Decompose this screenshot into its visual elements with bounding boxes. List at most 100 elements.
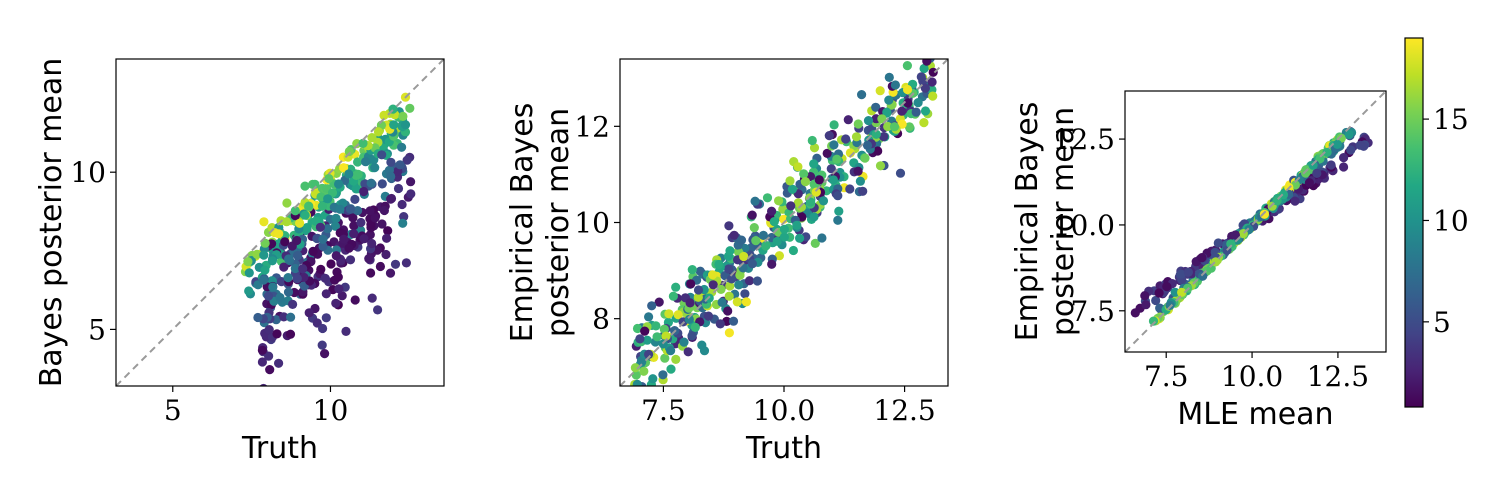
scatter-point (267, 256, 277, 266)
scatter-point (697, 340, 707, 350)
scatter-point (259, 250, 269, 260)
scatter-point (767, 206, 777, 216)
scatter-point (695, 266, 705, 276)
scatter-point (727, 274, 737, 284)
scatter-point (751, 236, 761, 246)
scatter-point (927, 44, 936, 53)
scatter-point (884, 95, 894, 105)
scatter-point (693, 285, 704, 295)
scatter-point (724, 264, 734, 274)
scatter-point (365, 206, 375, 216)
scatter-point (761, 241, 771, 251)
scatter-point (282, 198, 292, 208)
scatter-point (398, 111, 408, 121)
y-tick-label: 5 (88, 313, 106, 346)
scatter-point (1230, 230, 1240, 240)
scatter-point (877, 114, 887, 124)
scatter-point (747, 210, 757, 220)
scatter-point (252, 249, 262, 259)
scatter-point (769, 217, 779, 227)
scatter-point (684, 314, 694, 324)
scatter-point (333, 272, 343, 282)
scatter-point (884, 72, 894, 82)
scatter-point (304, 201, 314, 211)
scatter-point (1177, 287, 1187, 297)
scatter-point (800, 177, 811, 187)
scatter-point (714, 259, 724, 270)
scatter-point (631, 370, 641, 380)
scatter-point (244, 286, 254, 296)
scatter-point (644, 349, 654, 359)
scatter-point (367, 293, 377, 303)
scatter-point (317, 201, 327, 211)
scatter-point (373, 127, 384, 137)
scatter-point (904, 122, 915, 132)
scatter-point (673, 310, 683, 320)
scatter-point (279, 262, 289, 272)
scatter-point (795, 233, 805, 243)
scatter-point (817, 233, 827, 243)
scatter-point (651, 321, 661, 331)
scatter-point (377, 150, 387, 160)
scatter-point (359, 186, 369, 197)
scatter-point (383, 226, 393, 236)
scatter-point (1198, 271, 1208, 281)
scatter-point (264, 351, 274, 361)
scatter-point (321, 313, 331, 323)
scatter-point (326, 259, 336, 269)
y-tick-label: 10 (70, 156, 106, 189)
scatter-point (857, 90, 867, 100)
colorbar: 5 10 15 (1404, 37, 1469, 408)
scatter-point (402, 155, 412, 165)
scatter-point (290, 206, 300, 216)
scatter-point (366, 268, 376, 278)
scatter-point (708, 270, 718, 280)
scatter-point (386, 157, 396, 167)
colorbar-tick-label: 15 (1433, 103, 1469, 136)
scatter-point (318, 234, 328, 244)
scatter-point (367, 238, 377, 249)
scatter-point (316, 264, 326, 274)
scatter-point (740, 289, 750, 299)
scatter-point (318, 241, 328, 251)
scatter-point (1154, 288, 1164, 298)
scatter-point (298, 264, 308, 274)
scatter-point (686, 279, 696, 289)
x-tick-label: 5 (164, 394, 182, 427)
scatter-point (276, 277, 287, 287)
scatter-point (1183, 267, 1193, 277)
scatter-point (774, 196, 784, 206)
scatter-point (400, 120, 411, 130)
y-tick-label: 7.5 (1070, 295, 1115, 328)
scatter-point (323, 194, 333, 204)
scatter-point (353, 206, 363, 216)
scatter-point (635, 334, 645, 344)
scatter-point (746, 243, 756, 253)
scatter-point (871, 129, 881, 139)
scatter-point (787, 184, 798, 194)
scatter-point (285, 329, 296, 339)
scatter-point (786, 201, 796, 211)
scatter-point (244, 268, 254, 278)
scatter-point (654, 297, 664, 307)
scatter-point (366, 219, 376, 229)
scatter-point (902, 61, 913, 71)
scatter-point (734, 280, 744, 290)
scatter-point (1312, 168, 1322, 178)
scatter-point (348, 213, 358, 223)
scatter-point (292, 274, 302, 284)
scatter-point (275, 292, 285, 303)
scatter-point (364, 254, 374, 264)
scatter-point (320, 273, 330, 283)
scatter-point (1304, 178, 1314, 188)
scatter-point (919, 118, 929, 128)
scatter-point (310, 179, 320, 189)
scatter-point (724, 291, 734, 301)
scatter-points (630, 44, 938, 386)
scatter-point (679, 337, 689, 347)
scatter-point (379, 110, 389, 120)
scatter-point (833, 215, 843, 225)
axes-frame (115, 58, 445, 387)
scatter-point (1151, 295, 1161, 306)
scatter-point (1197, 253, 1207, 263)
